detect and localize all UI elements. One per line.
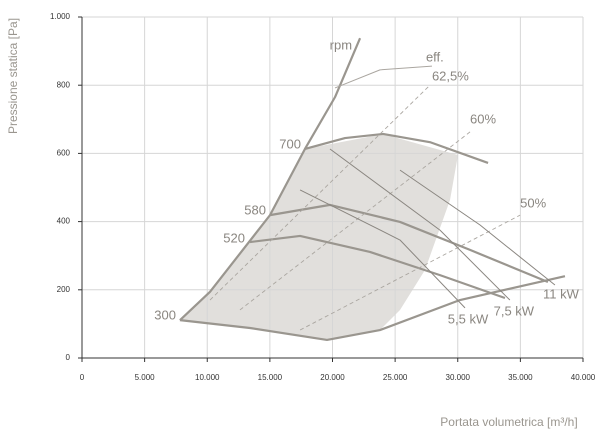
x-tick-label: 30.000: [446, 373, 471, 382]
x-tick-label: 25.000: [383, 373, 408, 382]
x-tick-label: 35.000: [508, 373, 533, 382]
curve-label: 300: [154, 308, 176, 323]
curve-label: 11 kW: [543, 286, 580, 301]
curve-label: 7,5 kW: [494, 303, 535, 318]
curve: [304, 132, 489, 164]
curve-label: 50%: [520, 196, 546, 211]
curve: [399, 169, 556, 286]
x-tick-label: 20.000: [320, 373, 345, 382]
y-tick-label: 1.000: [50, 12, 71, 21]
curve: [269, 203, 549, 283]
curve-label: 60%: [470, 111, 496, 126]
x-tick-label: 0: [80, 373, 85, 382]
curve: [209, 84, 431, 301]
x-axis-label: Portata volumetrica [m³/h]: [440, 415, 577, 429]
curve-label: 520: [223, 230, 245, 245]
curve: [299, 214, 521, 331]
x-tick-label: 40.000: [571, 373, 596, 382]
y-tick-label: 200: [57, 285, 71, 294]
y-tick-label: 800: [57, 80, 71, 89]
curve: [299, 189, 466, 309]
x-tick-label: 15.000: [258, 373, 283, 382]
x-tick-label: 5.000: [135, 373, 156, 382]
curve: [329, 148, 511, 301]
y-tick-label: 600: [57, 149, 71, 158]
curve: [249, 234, 506, 300]
curve-label: 700: [279, 136, 301, 151]
curve-label: 62,5%: [432, 69, 469, 84]
y-tick-label: 0: [66, 353, 71, 362]
curve-label: rpm: [330, 38, 352, 53]
curve-label: 5,5 kW: [448, 311, 489, 326]
curve: [334, 65, 432, 89]
y-tick-label: 400: [57, 217, 71, 226]
curve: [179, 37, 362, 321]
x-tick-label: 10.000: [195, 373, 220, 382]
curve-label: 580: [244, 203, 266, 218]
curve-label: eff.: [426, 50, 444, 65]
y-axis-label: Pressione statica [Pa]: [6, 18, 20, 134]
operating-area: [180, 134, 458, 340]
curve: [179, 275, 566, 342]
